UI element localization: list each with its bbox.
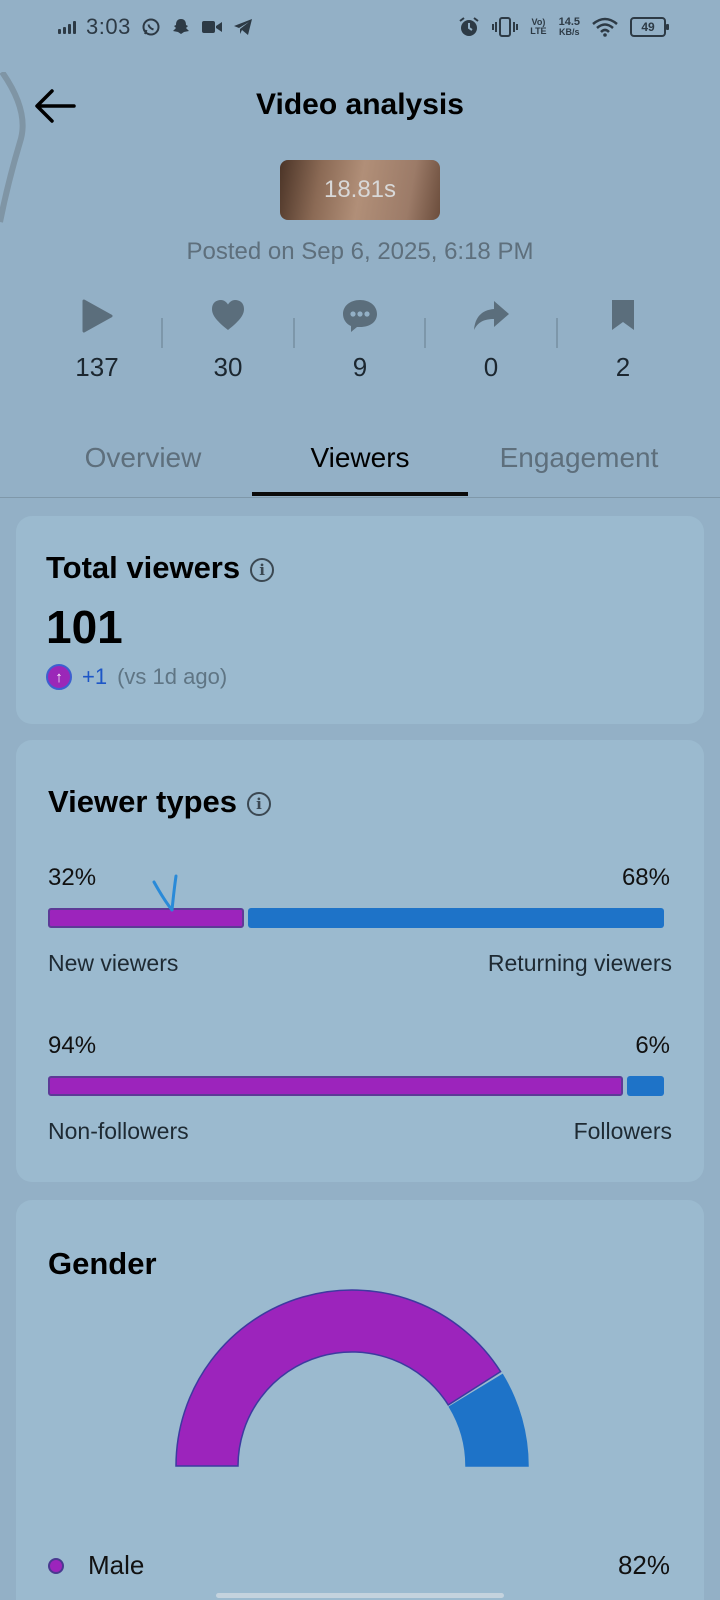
wifi-icon xyxy=(592,17,618,37)
status-time: 3:03 xyxy=(86,14,131,39)
back-arrow-icon xyxy=(35,89,76,123)
new-viewers-bar xyxy=(48,908,244,928)
tab-viewers[interactable]: Viewers xyxy=(310,442,410,473)
stat-value: 30 xyxy=(213,352,243,382)
battery-icon: 49 xyxy=(630,17,669,37)
info-icon[interactable]: i xyxy=(246,791,271,816)
snapchat-icon xyxy=(172,19,189,34)
total-viewers-card: Total viewers i 101 ↑ +1 (vs 1d ago) xyxy=(16,516,704,724)
network-speed-value: 14.5 xyxy=(558,16,580,28)
network-speed: 14.5 KB/s xyxy=(559,17,580,37)
stat-divider xyxy=(161,318,163,348)
total-viewers-title: Total viewers i xyxy=(46,550,275,586)
stat-divider xyxy=(424,318,426,348)
returning-viewers-pct: 68% xyxy=(621,864,670,891)
vibrate-icon xyxy=(492,17,519,37)
followers-bar xyxy=(627,1076,664,1096)
network-type: Vo) LTE xyxy=(530,18,546,36)
non-followers-bar xyxy=(48,1076,623,1096)
whatsapp-icon xyxy=(142,18,160,36)
network-speed-unit: KB/s xyxy=(559,27,580,37)
stats-row: 137 30 9 0 2 xyxy=(0,298,720,398)
viewer-types-card: Viewer types i 32% 68% New viewers Return… xyxy=(16,740,704,1182)
stat-value: 137 xyxy=(75,352,119,382)
cursor-mark-icon xyxy=(152,874,178,912)
stat-likes: 30 xyxy=(168,298,288,383)
stat-shares: 0 xyxy=(431,298,551,383)
gender-title: Gender xyxy=(48,1246,157,1281)
returning-viewers-bar xyxy=(248,908,664,928)
play-icon xyxy=(82,299,113,333)
stat-divider xyxy=(293,318,295,348)
page-title: Video analysis xyxy=(256,88,464,121)
returning-viewers-label: Returning viewers xyxy=(487,950,672,976)
gender-chart xyxy=(175,1289,529,1467)
network-type-bottom: LTE xyxy=(530,26,547,36)
posted-date: Posted on Sep 6, 2025, 6:18 PM xyxy=(186,238,534,265)
telegram-icon xyxy=(233,19,252,35)
status-left: 3:03 xyxy=(58,14,253,40)
delta-value: +1 xyxy=(82,664,108,689)
gender-card: Gender Male 82% xyxy=(16,1200,704,1600)
stat-divider xyxy=(556,318,558,348)
back-button[interactable] xyxy=(32,86,78,126)
viewer-types-title: Viewer types i xyxy=(48,784,271,820)
stat-views: 137 xyxy=(37,298,157,383)
non-followers-pct: 94% xyxy=(48,1032,97,1059)
total-viewers-value: 101 xyxy=(46,601,123,653)
followers-label: Followers xyxy=(573,1118,672,1144)
delta-compare: (vs 1d ago) xyxy=(117,664,228,689)
video-call-icon xyxy=(201,21,222,33)
followers-pct: 6% xyxy=(635,1032,670,1059)
arrow-up-icon: ↑ xyxy=(46,664,72,690)
gender-slice-other xyxy=(448,1373,529,1467)
tab-engagement[interactable]: Engagement xyxy=(499,442,659,473)
stat-value: 0 xyxy=(483,352,499,382)
video-duration: 18.81s xyxy=(323,176,397,203)
tab-overview[interactable]: Overview xyxy=(84,442,202,473)
stat-value: 2 xyxy=(615,352,631,382)
male-legend-label: Male xyxy=(88,1550,145,1580)
gender-slice-male xyxy=(175,1289,502,1467)
male-legend-value: 82% xyxy=(617,1550,670,1580)
status-right: Vo) LTE 14.5 KB/s 49 xyxy=(458,16,669,38)
alarm-icon xyxy=(459,17,479,36)
new-viewers-pct: 32% xyxy=(48,864,97,891)
heart-icon xyxy=(212,300,244,330)
total-viewers-label: Total viewers xyxy=(46,550,241,585)
signal-icon xyxy=(58,20,76,34)
share-icon xyxy=(474,301,509,330)
new-viewers-label: New viewers xyxy=(48,950,179,976)
viewer-types-label: Viewer types xyxy=(48,784,237,819)
video-thumbnail[interactable]: 18.81s xyxy=(280,160,440,220)
decorative-curve xyxy=(0,72,26,223)
active-tab-indicator xyxy=(252,492,468,496)
network-type-top: Vo) xyxy=(531,17,546,27)
comment-icon xyxy=(343,300,377,332)
tab-bar: Overview Viewers Engagement xyxy=(0,436,720,498)
stat-comments: 9 xyxy=(300,298,420,383)
status-bar: 3:03 Vo) LTE 14.5 KB/s 49 xyxy=(0,0,720,58)
non-followers-label: Non-followers xyxy=(48,1118,189,1144)
info-icon[interactable]: i xyxy=(250,557,275,582)
home-indicator xyxy=(216,1593,504,1598)
stat-saves: 2 xyxy=(563,298,683,383)
bookmark-icon xyxy=(612,300,634,330)
total-viewers-delta: ↑ +1 (vs 1d ago) xyxy=(46,664,227,690)
stat-value: 9 xyxy=(352,352,368,382)
male-legend-dot xyxy=(48,1558,64,1574)
